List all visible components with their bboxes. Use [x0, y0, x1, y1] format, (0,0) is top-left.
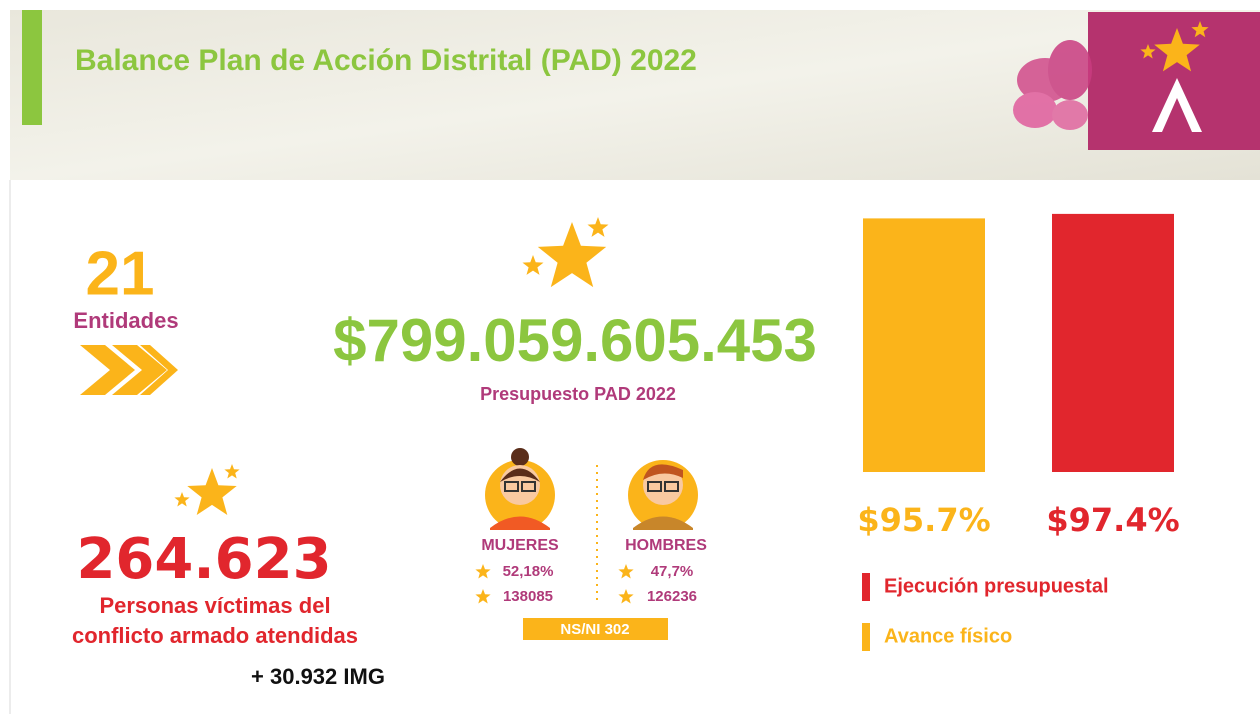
legend-label: Ejecución presupuestal [884, 575, 1109, 597]
chevrons [80, 345, 178, 395]
budget-label: Presupuesto PAD 2022 [480, 384, 676, 404]
women-label: MUJERES [481, 537, 559, 554]
victims-extra: + 30.932 IMG [251, 664, 385, 689]
budget-amount: $799.059.605.453 [333, 307, 817, 374]
accent-bar [22, 10, 42, 125]
entities-label: Entidades [73, 308, 178, 333]
bar [863, 218, 985, 472]
legend-swatch [862, 623, 870, 651]
bar [1052, 214, 1174, 472]
page: Balance Plan de Acción Distrital (PAD) 2… [0, 0, 1260, 714]
woman-icon [485, 448, 555, 530]
logo-box [1088, 12, 1260, 150]
star [224, 464, 239, 479]
women-percent: 52,18% [503, 563, 554, 580]
victims-label: conflicto armado atendidas [72, 623, 358, 648]
man-icon [628, 460, 698, 530]
men-percent: 47,7% [651, 563, 694, 580]
title: Balance Plan de Acción Distrital (PAD) 2… [75, 44, 697, 77]
star [475, 589, 490, 604]
star [523, 255, 544, 275]
men-count: 126236 [647, 588, 697, 605]
men-label: HOMBRES [625, 537, 707, 554]
entities-number: 21 [86, 239, 155, 308]
star [588, 217, 609, 237]
other-label: NS/NI 302 [560, 621, 629, 638]
victims-number: 264.623 [76, 527, 331, 592]
women-count: 138085 [503, 588, 553, 605]
star [618, 589, 633, 604]
star [174, 492, 189, 507]
legend-swatch [862, 573, 870, 601]
legend-label: Avance físico [884, 625, 1012, 647]
value-label: $95.7% [857, 501, 990, 539]
star [475, 564, 490, 579]
victims-label: Personas víctimas del [99, 593, 330, 618]
value-label: $97.4% [1046, 501, 1179, 539]
star [618, 564, 633, 579]
slide: Balance Plan de Acción Distrital (PAD) 2… [0, 0, 1260, 714]
